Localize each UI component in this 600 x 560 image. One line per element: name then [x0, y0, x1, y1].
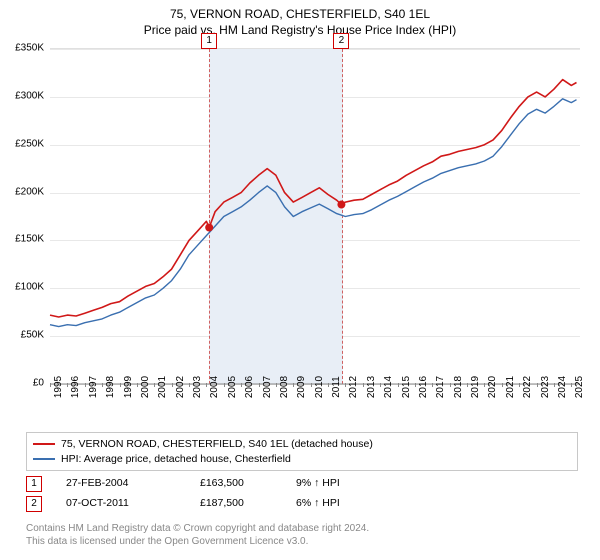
- x-tick-label: 1999: [123, 376, 134, 398]
- sale-marker: [337, 201, 345, 209]
- x-tick-label: 1998: [105, 376, 116, 398]
- legend-swatch: [33, 458, 55, 460]
- band-marker-label: 2: [333, 33, 349, 49]
- y-tick-label: £250K: [15, 138, 44, 149]
- x-tick-label: 2001: [157, 376, 168, 398]
- x-tick-label: 2010: [314, 376, 325, 398]
- x-tick-label: 2012: [348, 376, 359, 398]
- x-tick-label: 2020: [487, 376, 498, 398]
- x-tick-label: 2021: [505, 376, 516, 398]
- x-tick-label: 1995: [53, 376, 64, 398]
- x-tick-label: 2007: [262, 376, 273, 398]
- credit-line: This data is licensed under the Open Gov…: [26, 535, 369, 548]
- title-line-1: 75, VERNON ROAD, CHESTERFIELD, S40 1EL: [0, 6, 600, 22]
- x-tick-label: 1996: [70, 376, 81, 398]
- x-tick-label: 2025: [574, 376, 585, 398]
- legend: 75, VERNON ROAD, CHESTERFIELD, S40 1EL (…: [26, 432, 578, 471]
- transaction-row: 2 07-OCT-2011 £187,500 6% ↑ HPI: [26, 494, 386, 514]
- x-tick-label: 2003: [192, 376, 203, 398]
- transaction-hpi-delta: 9% ↑ HPI: [296, 474, 386, 494]
- y-tick-label: £350K: [15, 43, 44, 54]
- y-tick-label: £150K: [15, 234, 44, 245]
- series-hpi: [50, 99, 577, 327]
- x-tick-label: 2004: [209, 376, 220, 398]
- x-tick-label: 2002: [175, 376, 186, 398]
- band-marker-label: 1: [201, 33, 217, 49]
- transaction-date: 27-FEB-2004: [66, 474, 176, 494]
- legend-label: 75, VERNON ROAD, CHESTERFIELD, S40 1EL (…: [61, 437, 373, 452]
- transaction-hpi-delta: 6% ↑ HPI: [296, 494, 386, 514]
- x-tick-label: 2022: [522, 376, 533, 398]
- transaction-price: £163,500: [200, 474, 272, 494]
- series-property: [50, 80, 577, 317]
- y-tick-label: £0: [33, 378, 44, 389]
- credit-line: Contains HM Land Registry data © Crown c…: [26, 522, 369, 535]
- y-tick-label: £200K: [15, 186, 44, 197]
- y-axis: £0£50K£100K£150K£200K£250K£300K£350K: [0, 48, 48, 383]
- title-line-2: Price paid vs. HM Land Registry's House …: [0, 22, 600, 38]
- x-tick-label: 1997: [88, 376, 99, 398]
- x-tick-label: 2015: [401, 376, 412, 398]
- x-tick-label: 2006: [244, 376, 255, 398]
- y-tick-label: £300K: [15, 90, 44, 101]
- sale-marker: [205, 224, 213, 232]
- transaction-row: 1 27-FEB-2004 £163,500 9% ↑ HPI: [26, 474, 386, 494]
- transactions-table: 1 27-FEB-2004 £163,500 9% ↑ HPI 2 07-OCT…: [26, 474, 386, 514]
- transaction-price: £187,500: [200, 494, 272, 514]
- chart-container: 75, VERNON ROAD, CHESTERFIELD, S40 1EL P…: [0, 0, 600, 560]
- x-tick-label: 2019: [470, 376, 481, 398]
- plot-area: 12: [50, 48, 580, 384]
- y-tick-label: £100K: [15, 282, 44, 293]
- x-tick-label: 2023: [540, 376, 551, 398]
- x-tick-label: 2000: [140, 376, 151, 398]
- x-tick-label: 2018: [453, 376, 464, 398]
- y-tick-label: £50K: [21, 330, 44, 341]
- x-tick-label: 2011: [331, 376, 342, 398]
- transaction-marker: 1: [26, 476, 42, 492]
- x-tick-label: 2009: [296, 376, 307, 398]
- transaction-date: 07-OCT-2011: [66, 494, 176, 514]
- x-tick-label: 2005: [227, 376, 238, 398]
- x-tick-label: 2016: [418, 376, 429, 398]
- x-tick-label: 2008: [279, 376, 290, 398]
- legend-label: HPI: Average price, detached house, Ches…: [61, 452, 291, 467]
- x-tick-label: 2017: [435, 376, 446, 398]
- legend-row: 75, VERNON ROAD, CHESTERFIELD, S40 1EL (…: [33, 437, 571, 452]
- legend-row: HPI: Average price, detached house, Ches…: [33, 452, 571, 467]
- x-tick-label: 2014: [383, 376, 394, 398]
- transaction-marker: 2: [26, 496, 42, 512]
- plot-svg: [50, 49, 580, 384]
- credit-text: Contains HM Land Registry data © Crown c…: [26, 522, 369, 548]
- title-block: 75, VERNON ROAD, CHESTERFIELD, S40 1EL P…: [0, 0, 600, 38]
- legend-swatch: [33, 443, 55, 445]
- x-tick-label: 2024: [557, 376, 568, 398]
- x-tick-label: 2013: [366, 376, 377, 398]
- x-axis: 1995199619971998199920002001200220032004…: [50, 383, 580, 433]
